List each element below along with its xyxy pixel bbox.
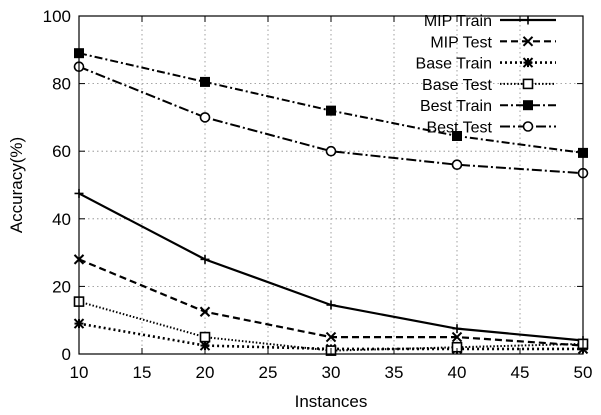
y-tick-label: 60: [52, 142, 71, 161]
point-marker: [199, 331, 211, 343]
point-marker: [326, 300, 336, 310]
point-marker: [199, 112, 211, 123]
point-marker: [452, 130, 462, 141]
legend-label: MIP Train: [424, 13, 492, 30]
tick-layer: 10 15 20 25 30 35 40 45 50 0 20 40 60 80 100: [43, 7, 593, 382]
point-marker: [451, 159, 463, 171]
series-best-train: [74, 48, 588, 158]
x-tick-label: 15: [133, 363, 152, 382]
marker-stroke: [325, 331, 337, 343]
x-tick-label: 50: [574, 363, 593, 382]
point-marker: [522, 78, 534, 90]
legend-entry: Base Test: [422, 77, 556, 94]
x-tick-label: 45: [511, 363, 530, 382]
point-marker: [200, 76, 210, 87]
y-tick-label: 20: [52, 277, 71, 296]
x-tick-label: 25: [259, 363, 278, 382]
x-tick-label: 10: [70, 363, 89, 382]
series-line: [78, 322, 583, 351]
x-tick-label: 20: [196, 363, 215, 382]
point-marker: [522, 36, 534, 47]
point-marker: [522, 57, 534, 68]
legend-entry: Best Test: [426, 120, 556, 137]
y-tick-label: 0: [62, 345, 71, 364]
point-marker: [523, 15, 533, 25]
legend-entry: MIP Test: [430, 34, 556, 51]
legend-label: Best Train: [420, 98, 492, 115]
y-tick-label: 80: [52, 75, 71, 94]
y-tick-label: 100: [43, 7, 71, 26]
marker-stroke: [522, 36, 534, 47]
legend-label: MIP Test: [430, 34, 492, 51]
point-marker: [199, 306, 211, 317]
x-tick-label: 30: [322, 363, 341, 382]
x-tick-label: 35: [385, 363, 404, 382]
legend-label: Base Test: [422, 77, 493, 94]
y-tick-label: 40: [52, 210, 71, 229]
point-marker: [325, 145, 337, 157]
legend: MIP Train MIP Test Base Train Base Test Best…: [416, 13, 556, 137]
x-axis-title: Instances: [295, 392, 368, 411]
series-best-test: [73, 61, 589, 179]
series-mip-train: [74, 188, 588, 345]
y-axis-title: Accuracy(%): [7, 137, 26, 233]
point-marker: [326, 105, 336, 116]
legend-entry: MIP Train: [424, 13, 556, 30]
point-marker: [523, 100, 533, 111]
point-marker: [325, 331, 337, 343]
point-marker: [452, 324, 462, 334]
point-marker: [451, 331, 463, 343]
point-marker: [522, 121, 534, 132]
legend-entry: Best Train: [420, 98, 556, 115]
marker-stroke: [451, 331, 463, 343]
x-tick-label: 40: [448, 363, 467, 382]
legend-entry: Base Train: [416, 56, 556, 73]
marker-stroke: [199, 306, 211, 317]
legend-label: Base Train: [416, 56, 492, 73]
point-marker: [200, 254, 210, 264]
legend-label: Best Test: [426, 120, 492, 137]
